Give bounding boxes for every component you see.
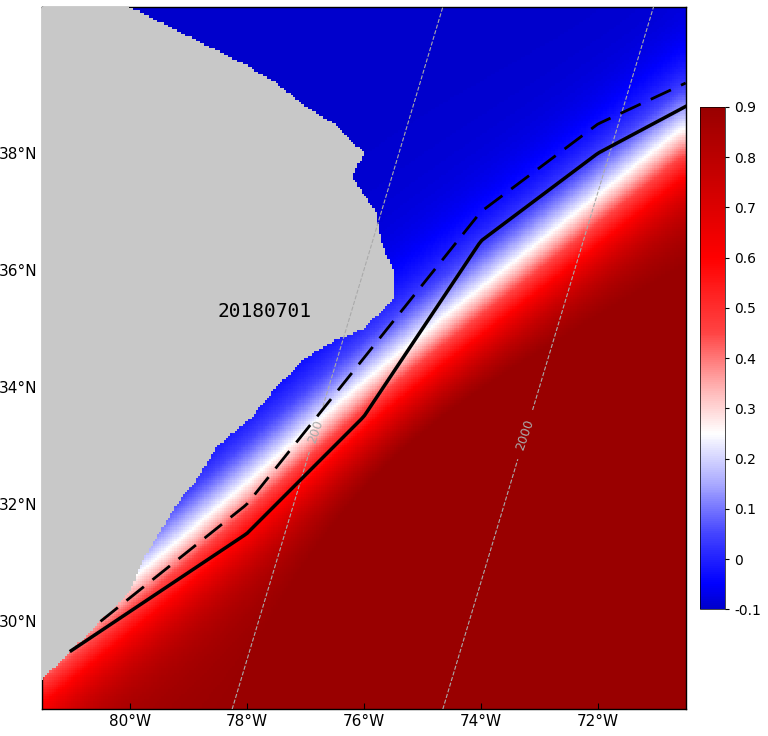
Text: 20180701: 20180701 (217, 302, 312, 321)
Text: 2000: 2000 (514, 417, 537, 452)
Text: 200: 200 (305, 419, 326, 445)
